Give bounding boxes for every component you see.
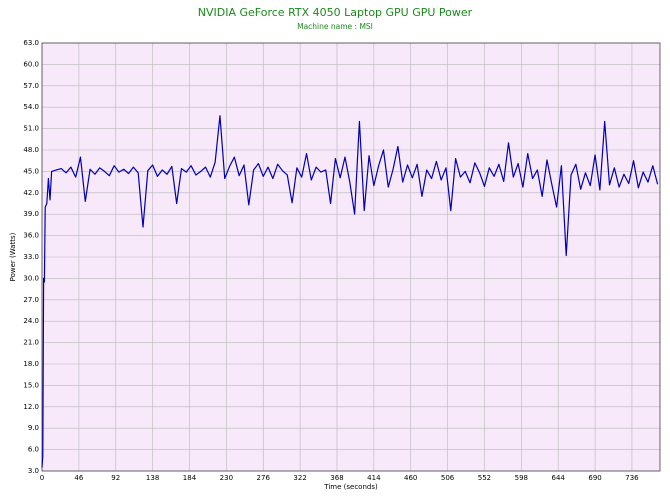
- x-tick-label: 138: [146, 474, 159, 482]
- y-tick-label: 42.0: [23, 189, 39, 197]
- x-tick-label: 552: [478, 474, 491, 482]
- y-tick-label: 36.0: [23, 232, 39, 240]
- x-tick-label: 736: [625, 474, 639, 482]
- y-axis-label: Power (Watts): [9, 232, 17, 281]
- x-tick-label: 46: [74, 474, 83, 482]
- y-tick-label: 15.0: [23, 381, 39, 389]
- y-tick-label: 18.0: [23, 360, 39, 368]
- y-tick-label: 51.0: [23, 125, 39, 133]
- x-tick-label: 368: [330, 474, 343, 482]
- x-tick-label: 460: [404, 474, 417, 482]
- y-tick-label: 9.0: [28, 424, 39, 432]
- x-tick-label: 598: [515, 474, 528, 482]
- y-tick-label: 63.0: [23, 39, 39, 47]
- y-tick-label: 24.0: [23, 317, 39, 325]
- x-axis-label: Time (seconds): [323, 483, 378, 491]
- y-tick-label: 57.0: [23, 82, 39, 90]
- x-tick-label: 276: [257, 474, 271, 482]
- x-tick-label: 644: [552, 474, 566, 482]
- y-tick-label: 45.0: [23, 167, 39, 175]
- x-tick-label: 690: [588, 474, 601, 482]
- x-tick-label: 506: [441, 474, 455, 482]
- x-tick-label: 230: [220, 474, 233, 482]
- y-tick-label: 21.0: [23, 339, 39, 347]
- x-tick-label: 184: [183, 474, 197, 482]
- chart-subtitle: Machine name : MSI: [297, 22, 373, 31]
- plot-frame: [41, 42, 661, 472]
- y-tick-label: 60.0: [23, 60, 39, 68]
- y-tick-label: 27.0: [23, 296, 39, 304]
- y-tick-label: 3.0: [28, 467, 39, 475]
- y-tick-label: 30.0: [23, 274, 39, 282]
- y-tick-label: 12.0: [23, 403, 39, 411]
- x-tick-label: 0: [40, 474, 44, 482]
- data-line: [41, 115, 659, 468]
- y-tick-label: 39.0: [23, 210, 39, 218]
- y-tick-label: 54.0: [23, 103, 39, 111]
- x-tick-label: 322: [293, 474, 306, 482]
- chart-title: NVIDIA GeForce RTX 4050 Laptop GPU GPU P…: [198, 6, 473, 19]
- y-tick-label: 6.0: [28, 446, 39, 454]
- y-tick-label: 48.0: [23, 146, 39, 154]
- x-tick-label: 92: [111, 474, 120, 482]
- y-tick-label: 33.0: [23, 253, 39, 261]
- x-tick-label: 414: [367, 474, 381, 482]
